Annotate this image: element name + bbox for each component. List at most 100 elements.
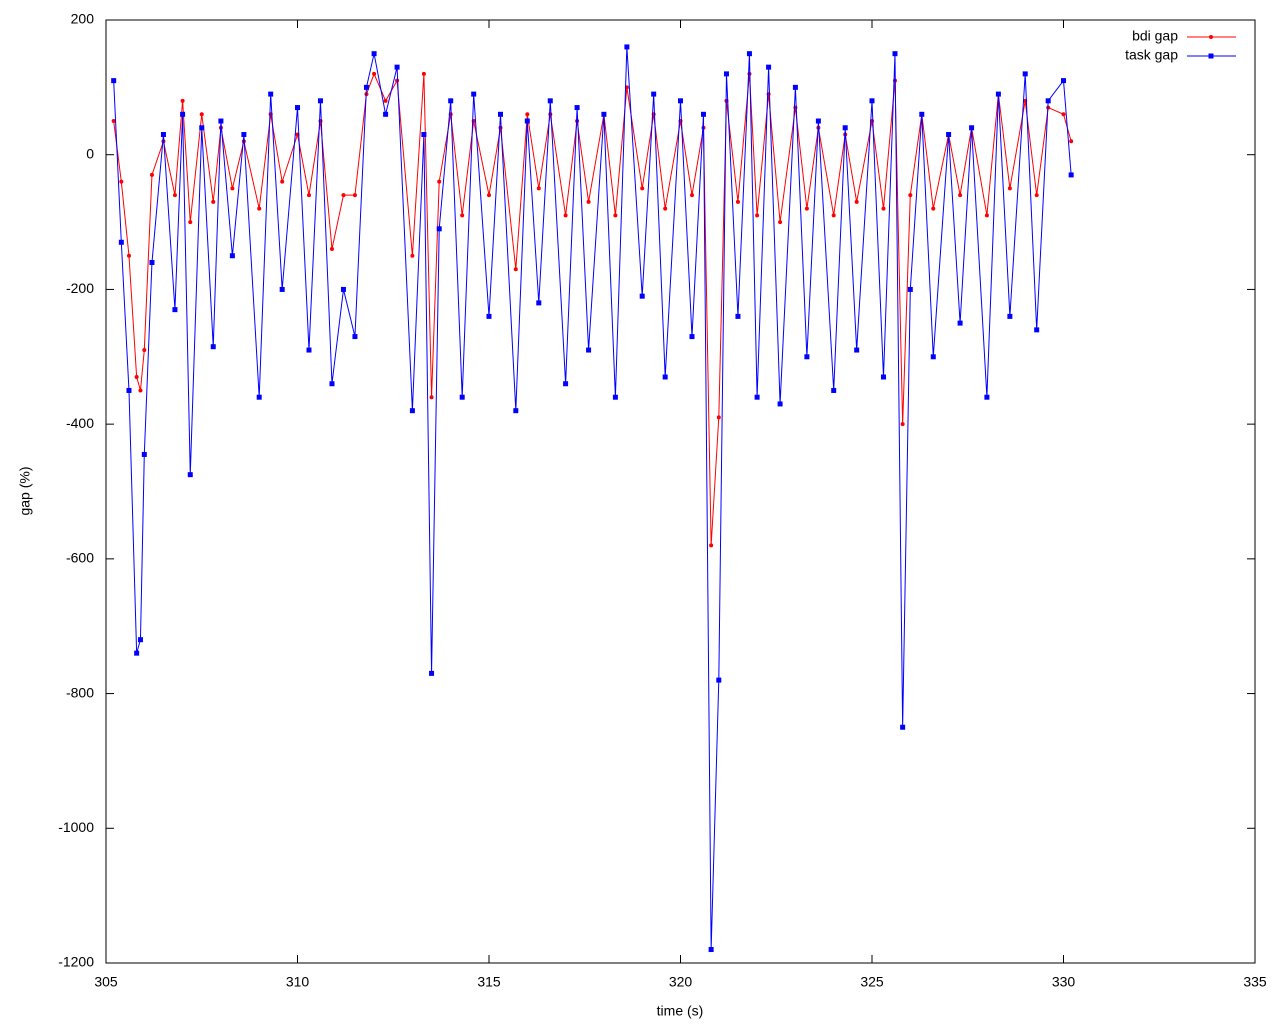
task-point	[429, 670, 435, 676]
task-point	[612, 394, 618, 400]
task-point	[586, 347, 592, 353]
bdi-point	[230, 186, 235, 191]
task-point	[111, 78, 117, 84]
bdi-point	[778, 220, 783, 225]
task-point	[436, 226, 442, 232]
task-point	[907, 286, 913, 292]
task-point	[792, 84, 798, 90]
task-point	[700, 111, 706, 117]
bdi-point	[395, 78, 400, 83]
task-point	[854, 347, 860, 353]
task-point	[842, 125, 848, 131]
task-point	[574, 105, 580, 111]
task-point	[268, 91, 274, 97]
task-point	[137, 637, 143, 643]
task-point	[141, 451, 147, 457]
bdi-point	[180, 98, 185, 103]
bdi-point	[854, 199, 859, 204]
bdi-point	[172, 193, 177, 198]
y-tick-label: -1000	[58, 819, 94, 835]
task-point	[329, 381, 335, 387]
bdi-point	[211, 199, 216, 204]
task-point	[766, 64, 772, 70]
series-line	[113, 46, 1072, 950]
task-point	[317, 98, 323, 104]
bdi-point	[1069, 139, 1074, 144]
bdi-point	[487, 193, 491, 198]
x-tick-label: 325	[860, 974, 884, 990]
task-point	[352, 334, 358, 340]
task-point	[160, 132, 166, 138]
bdi-point	[900, 422, 905, 427]
bdi-point	[984, 213, 989, 218]
bdi-point	[119, 179, 124, 184]
y-axis-label: gap (%)	[17, 466, 33, 515]
bdi-point	[372, 71, 377, 76]
task-point	[218, 118, 224, 124]
task-point	[383, 111, 389, 117]
bdi-point	[586, 199, 591, 204]
legend-label: bdi gap	[1132, 28, 1178, 44]
bdi-point	[1061, 112, 1066, 117]
bdi-point	[931, 206, 936, 211]
task-point	[689, 334, 695, 340]
task-point	[1007, 313, 1013, 319]
task-point	[1061, 78, 1066, 84]
task-point	[777, 401, 783, 407]
task-point	[229, 253, 235, 259]
task-point	[394, 64, 400, 70]
bdi-point	[352, 193, 357, 198]
bdi-point	[410, 253, 415, 258]
task-point	[306, 347, 312, 353]
bdi-point	[1034, 193, 1039, 198]
bdi-point	[421, 71, 426, 76]
bdi-point	[513, 267, 518, 272]
x-tick-label: 320	[669, 974, 693, 990]
task-point	[126, 387, 132, 393]
bdi-point	[111, 119, 116, 124]
task-point	[900, 724, 906, 730]
legend-marker	[1209, 35, 1213, 39]
bdi-point	[329, 247, 334, 252]
y-tick-label: -800	[66, 684, 94, 700]
bdi-point	[429, 395, 434, 400]
task-point	[536, 300, 542, 306]
task-point	[187, 472, 193, 478]
task-point	[210, 344, 216, 350]
task-point	[601, 111, 607, 117]
task-point	[547, 98, 553, 104]
task-point	[735, 313, 741, 319]
bdi-point	[437, 179, 442, 184]
bdi-point	[149, 172, 154, 177]
task-point	[957, 320, 963, 326]
series-line	[113, 72, 1072, 546]
legend-label: task gap	[1125, 47, 1178, 63]
task-point	[149, 259, 155, 265]
task-point	[880, 374, 886, 380]
task-point	[919, 111, 925, 117]
task-point	[831, 387, 837, 393]
legend-marker	[1208, 53, 1214, 59]
bdi-point	[804, 206, 809, 211]
task-point	[708, 947, 714, 953]
task-point	[969, 125, 975, 131]
bdi-point	[280, 179, 285, 184]
task-point	[256, 394, 262, 400]
bdi-point	[908, 193, 913, 198]
task-point	[1034, 327, 1040, 333]
bdi-point	[831, 213, 836, 218]
task-point	[815, 118, 821, 124]
task-point	[497, 111, 503, 117]
bdi-point	[735, 199, 740, 204]
task-point	[930, 354, 936, 360]
task-point	[409, 408, 415, 414]
x-tick-label: 315	[477, 974, 501, 990]
bdi-point	[563, 213, 568, 218]
task-point	[459, 394, 465, 400]
bdi-point	[257, 206, 262, 211]
task-point	[241, 132, 247, 138]
task-point	[340, 286, 346, 292]
x-tick-label: 310	[286, 974, 310, 990]
bdi-point	[755, 213, 760, 218]
